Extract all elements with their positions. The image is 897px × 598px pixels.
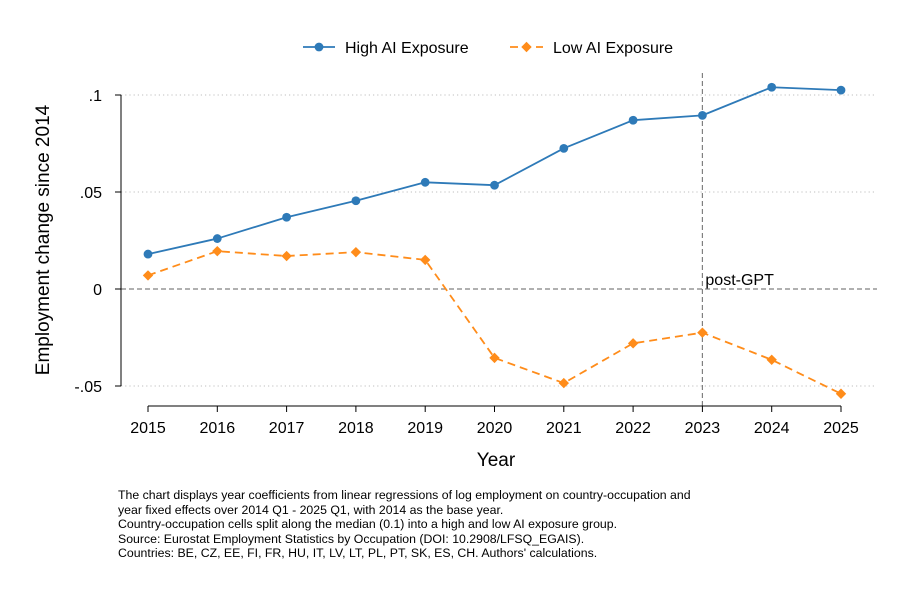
x-tick-label: 2020 — [477, 420, 513, 437]
x-tick-label: 2019 — [407, 420, 443, 437]
note-line: Countries: BE, CZ, EE, FI, FR, HU, IT, L… — [118, 546, 598, 561]
x-tick-label: 2018 — [338, 420, 374, 437]
high-ai-point — [143, 249, 153, 259]
high-ai-point — [212, 234, 222, 243]
x-tick-label: 2015 — [130, 420, 166, 437]
y-tick-label: 0 — [93, 282, 102, 299]
low-ai-point — [835, 388, 847, 399]
high-ai-series — [143, 82, 846, 259]
high-ai-point — [698, 110, 707, 120]
low-ai-point — [558, 377, 569, 389]
note-line: Country-occupation cells split along the… — [118, 517, 618, 532]
high-ai-point — [836, 85, 846, 95]
x-tick-label: 2023 — [685, 420, 721, 437]
x-tick-label: 2025 — [823, 420, 859, 437]
x-tick-label: 2022 — [615, 420, 651, 437]
legend-label-high-ai: High AI Exposure — [345, 40, 469, 57]
low-ai-series — [142, 245, 847, 399]
high-ai-point — [282, 212, 291, 222]
chart-notes: The chart displays year coefficients fro… — [118, 488, 878, 561]
note-line: year fixed effects over 2014 Q1 - 2025 Q… — [118, 502, 504, 517]
legend-item-high-ai: High AI Exposure — [303, 40, 469, 57]
x-tick-label: 2017 — [269, 420, 305, 437]
high-ai-point — [490, 180, 499, 190]
legend-marker-high-ai — [314, 42, 324, 52]
x-tick-label: 2016 — [200, 420, 236, 437]
y-axis-label: Employment change since 2014 — [33, 104, 54, 375]
low-ai-line — [147, 250, 842, 395]
low-ai-point — [420, 254, 431, 266]
legend-marker-low-ai — [521, 41, 532, 53]
y-tick-label: .05 — [80, 185, 102, 202]
high-ai-point — [767, 82, 777, 92]
legend-item-low-ai: Low AI Exposure — [510, 40, 673, 57]
low-ai-point — [766, 354, 777, 366]
note-line: Source: Eurostat Employment Statistics b… — [118, 531, 585, 546]
legend-label-low-ai: Low AI Exposure — [553, 40, 673, 57]
reference-lines: post-GPT — [121, 73, 877, 406]
chart-grid — [121, 94, 877, 387]
low-ai-point — [350, 246, 362, 258]
x-axis-label: Year — [477, 450, 516, 471]
x-tick-label: 2021 — [546, 420, 582, 437]
low-ai-point — [627, 338, 639, 349]
high-ai-line — [147, 86, 842, 255]
x-tick-label: 2024 — [754, 420, 790, 437]
y-tick-label: .1 — [89, 88, 102, 105]
employment-chart: High AI Exposure Low AI Exposure post-GPT… — [33, 40, 877, 471]
chart-legend: High AI Exposure Low AI Exposure — [303, 40, 673, 57]
high-ai-point — [628, 115, 638, 125]
low-ai-point — [281, 250, 292, 262]
y-tick-label: -.05 — [74, 379, 102, 396]
high-ai-point — [559, 143, 569, 153]
low-ai-point — [697, 327, 708, 338]
chart-axes: -.05 0 .05 .1 2015 2016 2017 2018 2019 2020 2021 20… — [74, 88, 858, 437]
low-ai-point — [489, 352, 500, 364]
chart-series — [142, 82, 847, 399]
high-ai-point — [351, 196, 361, 206]
low-ai-point — [142, 270, 154, 281]
low-ai-point — [212, 245, 223, 257]
high-ai-point — [420, 177, 430, 187]
post-gpt-label: post-GPT — [705, 272, 774, 289]
note-line: The chart displays year coefficients fro… — [118, 488, 691, 502]
